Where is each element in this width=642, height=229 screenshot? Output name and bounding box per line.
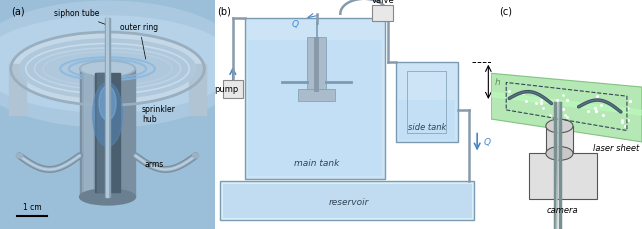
Bar	[94, 73, 121, 192]
Bar	[220, 181, 474, 220]
Ellipse shape	[80, 61, 135, 77]
Text: side tank: side tank	[408, 123, 446, 132]
Bar	[189, 64, 207, 114]
Text: 1 cm: 1 cm	[23, 202, 42, 212]
Text: $h$: $h$	[494, 76, 501, 87]
Text: (b): (b)	[218, 7, 231, 17]
Bar	[97, 73, 105, 192]
Ellipse shape	[80, 189, 135, 205]
Ellipse shape	[0, 16, 236, 112]
Ellipse shape	[92, 82, 123, 147]
Ellipse shape	[16, 153, 22, 158]
Text: laser sheet: laser sheet	[593, 144, 639, 153]
Bar	[223, 184, 472, 218]
Ellipse shape	[11, 32, 204, 105]
Text: arms: arms	[144, 160, 163, 169]
Text: (a): (a)	[11, 7, 24, 17]
Bar	[248, 40, 382, 176]
Bar	[307, 37, 326, 92]
Text: main tank: main tank	[294, 159, 339, 168]
Bar	[314, 37, 319, 92]
Bar	[408, 71, 446, 133]
Bar	[299, 89, 334, 101]
Bar	[80, 69, 135, 197]
Text: $Q$: $Q$	[483, 136, 492, 148]
Polygon shape	[491, 73, 642, 142]
Text: pump: pump	[214, 85, 239, 94]
Ellipse shape	[546, 147, 573, 160]
Bar	[105, 18, 110, 197]
Bar	[106, 18, 108, 197]
Bar	[396, 62, 458, 142]
Bar	[82, 69, 116, 197]
Ellipse shape	[99, 86, 116, 120]
Bar	[546, 126, 573, 153]
Bar	[8, 64, 26, 114]
Ellipse shape	[0, 1, 247, 127]
Text: outer ring: outer ring	[121, 23, 159, 59]
Text: valve: valve	[372, 0, 394, 5]
Ellipse shape	[82, 63, 134, 75]
Bar	[245, 18, 385, 179]
Bar	[372, 5, 394, 21]
Text: (c): (c)	[499, 7, 512, 17]
Ellipse shape	[19, 39, 196, 98]
Bar	[529, 153, 596, 199]
Ellipse shape	[193, 153, 199, 158]
Ellipse shape	[546, 119, 573, 133]
Text: siphon tube: siphon tube	[54, 9, 105, 24]
Bar	[399, 100, 455, 140]
Text: $Q$: $Q$	[291, 19, 300, 30]
Text: reservoir: reservoir	[329, 198, 369, 207]
Bar	[223, 80, 243, 98]
Text: camera: camera	[546, 206, 578, 215]
Bar	[84, 73, 92, 192]
Text: sprinkler
hub: sprinkler hub	[142, 105, 176, 124]
